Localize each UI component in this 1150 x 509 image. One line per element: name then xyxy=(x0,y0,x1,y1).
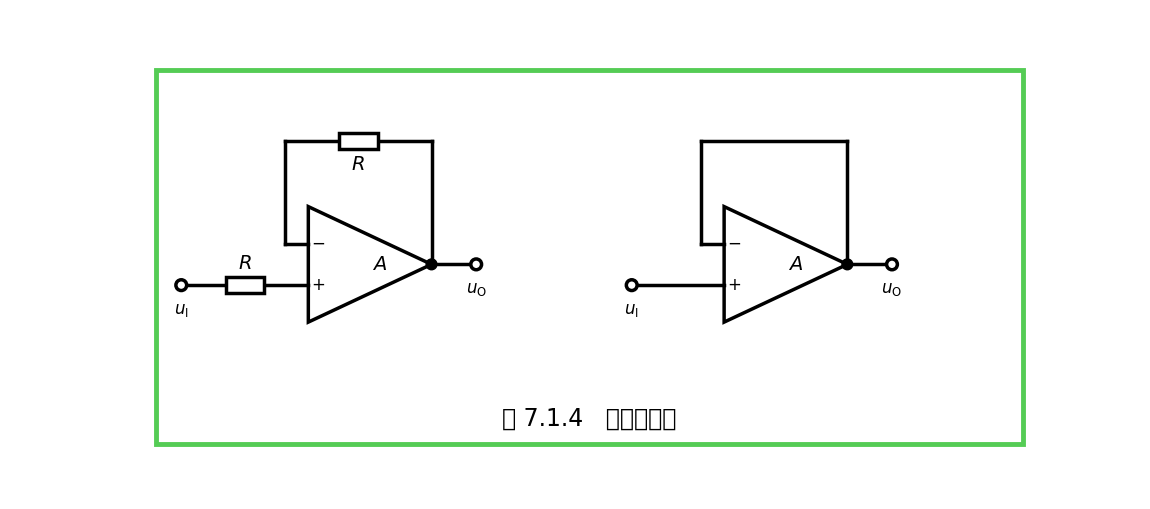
Text: R: R xyxy=(352,155,366,174)
Circle shape xyxy=(176,280,186,291)
Text: R: R xyxy=(238,254,252,273)
Bar xyxy=(225,277,264,293)
Text: −: − xyxy=(727,235,741,252)
Text: $u_{\rm I}$: $u_{\rm I}$ xyxy=(174,300,189,319)
Text: −: − xyxy=(312,235,325,252)
Text: A: A xyxy=(373,255,386,274)
Circle shape xyxy=(887,259,897,270)
Circle shape xyxy=(842,259,852,270)
Text: $u_{\rm O}$: $u_{\rm O}$ xyxy=(466,280,486,298)
Circle shape xyxy=(470,259,482,270)
Text: A: A xyxy=(789,255,803,274)
Circle shape xyxy=(427,259,437,270)
Text: 图 7.1.4   电压跟随器: 图 7.1.4 电压跟随器 xyxy=(503,406,676,431)
Text: +: + xyxy=(312,276,325,294)
Text: $u_{\rm O}$: $u_{\rm O}$ xyxy=(881,280,903,298)
Bar xyxy=(339,133,377,149)
Text: $u_{\rm I}$: $u_{\rm I}$ xyxy=(624,300,639,319)
Text: +: + xyxy=(727,276,741,294)
Circle shape xyxy=(627,280,637,291)
